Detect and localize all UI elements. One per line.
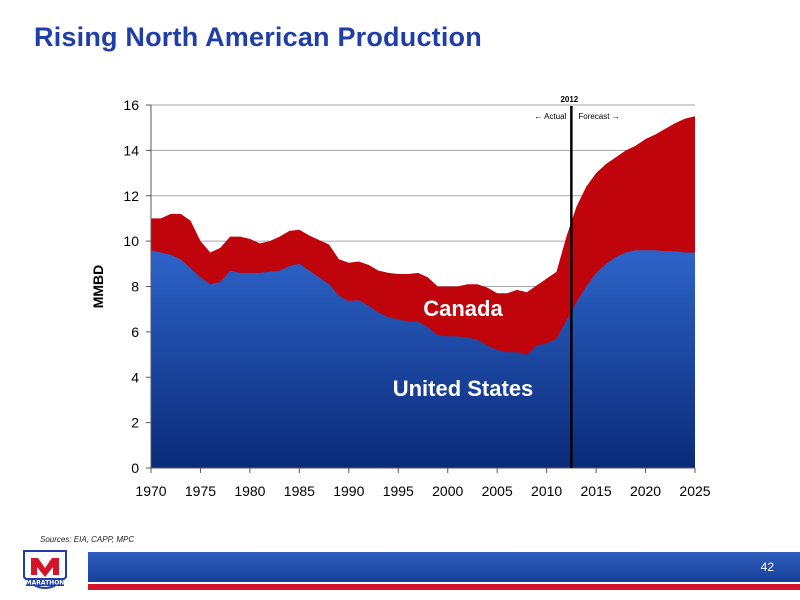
y-tick-label: 14 bbox=[123, 142, 139, 158]
series-label-united-states: United States bbox=[393, 376, 534, 401]
x-tick-label: 1975 bbox=[185, 483, 216, 499]
marathon-logo: MARATHON bbox=[23, 550, 67, 589]
axes: 0 2 4 6 8 10 12 14 16 1970 1975 1980 1985 1990 1995 200… bbox=[90, 97, 711, 499]
sources-note: Sources: EIA, CAPP, MPC bbox=[40, 535, 135, 544]
y-tick-label: 16 bbox=[123, 97, 139, 113]
x-tick-label: 1985 bbox=[284, 483, 315, 499]
y-tick-label: 12 bbox=[123, 188, 139, 204]
page-number: 42 bbox=[760, 560, 774, 574]
x-tick-label: 1980 bbox=[234, 483, 265, 499]
annotations: 2012 ← Actual Forecast → Canada United State… bbox=[393, 95, 620, 468]
footer-accent-bar bbox=[88, 584, 800, 590]
x-tick-label: 1990 bbox=[333, 483, 364, 499]
y-tick-label: 6 bbox=[131, 324, 139, 340]
series-label-canada: Canada bbox=[423, 296, 503, 321]
svg-text:MARATHON: MARATHON bbox=[26, 580, 65, 587]
y-tick-label: 2 bbox=[131, 415, 139, 431]
divider-year-label: 2012 bbox=[560, 95, 578, 104]
x-tick-label: 2005 bbox=[482, 483, 513, 499]
series-united-states-area bbox=[151, 250, 695, 468]
y-axis-label: MMBD bbox=[90, 265, 106, 309]
y-tick-label: 10 bbox=[123, 233, 139, 249]
y-tick-label: 8 bbox=[131, 279, 139, 295]
production-area-chart: 0 2 4 6 8 10 12 14 16 1970 1975 1980 1985 1990 1995 200… bbox=[90, 95, 711, 499]
forecast-label: Forecast → bbox=[578, 112, 619, 121]
x-tick-label: 1970 bbox=[135, 483, 166, 499]
x-tick-label: 2000 bbox=[432, 483, 463, 499]
logo-m-icon bbox=[31, 558, 59, 577]
actual-label: ← Actual bbox=[534, 112, 566, 121]
y-tick-label: 4 bbox=[131, 369, 139, 385]
x-tick-label: 2025 bbox=[679, 483, 710, 499]
footer-bar bbox=[88, 552, 800, 582]
x-tick-label: 1995 bbox=[383, 483, 414, 499]
x-tick-label: 2010 bbox=[531, 483, 562, 499]
x-tick-label: 2020 bbox=[630, 483, 661, 499]
slide-title: Rising North American Production bbox=[34, 22, 482, 52]
areas bbox=[151, 116, 695, 469]
x-tick-label: 2015 bbox=[581, 483, 612, 499]
y-tick-label: 0 bbox=[131, 460, 139, 476]
